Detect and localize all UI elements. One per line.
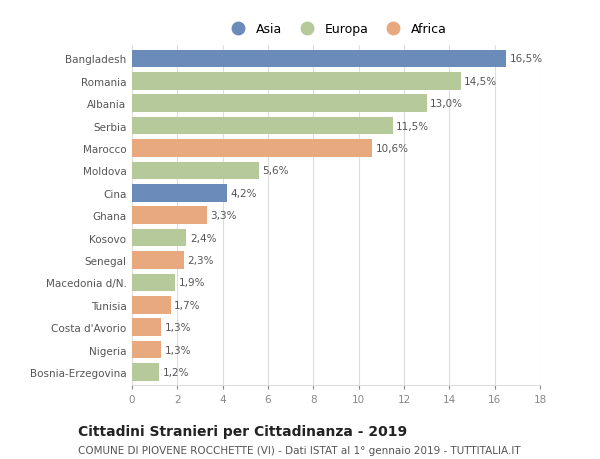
Bar [132, 341, 161, 358]
Text: 10,6%: 10,6% [376, 144, 409, 154]
Bar [132, 140, 372, 157]
Text: 13,0%: 13,0% [430, 99, 463, 109]
Text: COMUNE DI PIOVENE ROCCHETTE (VI) - Dati ISTAT al 1° gennaio 2019 - TUTTITALIA.IT: COMUNE DI PIOVENE ROCCHETTE (VI) - Dati … [78, 445, 521, 455]
Text: 14,5%: 14,5% [464, 77, 497, 87]
Bar [132, 73, 461, 90]
Text: 2,4%: 2,4% [190, 233, 216, 243]
Text: 5,6%: 5,6% [262, 166, 289, 176]
Bar [132, 252, 184, 269]
Bar [132, 230, 187, 247]
Text: 2,3%: 2,3% [188, 255, 214, 265]
Bar [132, 185, 227, 202]
Bar [132, 319, 161, 336]
Text: 1,9%: 1,9% [178, 278, 205, 288]
Bar [132, 297, 170, 314]
Text: 1,3%: 1,3% [165, 345, 191, 355]
Bar [132, 50, 506, 68]
Text: 1,3%: 1,3% [165, 323, 191, 332]
Text: Cittadini Stranieri per Cittadinanza - 2019: Cittadini Stranieri per Cittadinanza - 2… [78, 425, 407, 438]
Text: 3,3%: 3,3% [210, 211, 236, 221]
Text: 16,5%: 16,5% [509, 54, 542, 64]
Text: 11,5%: 11,5% [396, 121, 429, 131]
Bar [132, 274, 175, 291]
Bar [132, 207, 207, 224]
Bar [132, 95, 427, 113]
Text: 4,2%: 4,2% [230, 188, 257, 198]
Legend: Asia, Europa, Africa: Asia, Europa, Africa [221, 18, 452, 41]
Text: 1,2%: 1,2% [163, 367, 189, 377]
Bar [132, 118, 392, 135]
Bar [132, 364, 159, 381]
Bar [132, 162, 259, 180]
Text: 1,7%: 1,7% [174, 300, 200, 310]
